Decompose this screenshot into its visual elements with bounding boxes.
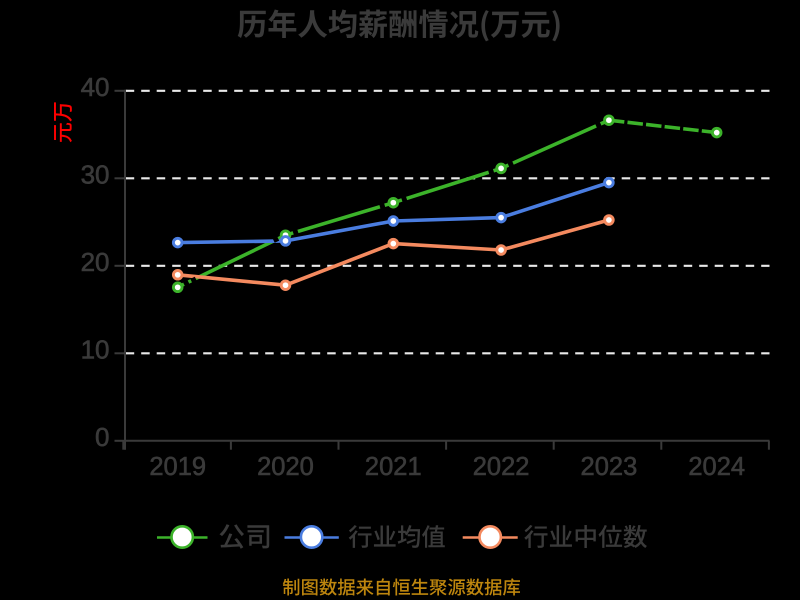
svg-text:2019: 2019 bbox=[149, 453, 206, 481]
svg-text:0: 0 bbox=[95, 422, 109, 452]
svg-text:2020: 2020 bbox=[257, 453, 314, 481]
svg-text:20: 20 bbox=[81, 247, 110, 277]
svg-text:2022: 2022 bbox=[473, 453, 530, 481]
svg-text:30: 30 bbox=[81, 160, 110, 190]
svg-text:10: 10 bbox=[81, 335, 110, 365]
svg-text:40: 40 bbox=[81, 72, 110, 102]
svg-text:2023: 2023 bbox=[581, 453, 638, 481]
svg-text:2021: 2021 bbox=[365, 453, 422, 481]
svg-text:2024: 2024 bbox=[688, 453, 745, 481]
